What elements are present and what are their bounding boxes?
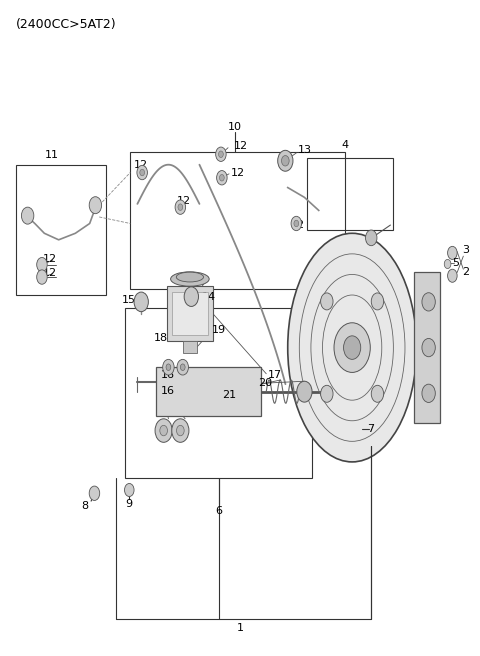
Text: 16: 16 — [161, 386, 175, 396]
Ellipse shape — [170, 272, 209, 286]
Text: (2400CC>5AT2): (2400CC>5AT2) — [16, 18, 116, 31]
Text: 12: 12 — [177, 196, 191, 206]
Circle shape — [422, 384, 435, 403]
Text: 12: 12 — [43, 255, 57, 264]
Circle shape — [321, 385, 333, 402]
Circle shape — [365, 230, 377, 246]
Text: 12: 12 — [43, 268, 57, 278]
Text: 3: 3 — [462, 245, 469, 255]
Circle shape — [184, 287, 199, 306]
Circle shape — [371, 385, 384, 402]
Circle shape — [134, 292, 148, 312]
Circle shape — [216, 171, 227, 185]
Circle shape — [137, 165, 147, 180]
Circle shape — [36, 270, 47, 284]
Text: 7: 7 — [367, 424, 374, 434]
Bar — [130, 152, 345, 289]
Text: 14: 14 — [202, 292, 216, 302]
Circle shape — [321, 293, 333, 310]
Text: 15: 15 — [122, 295, 136, 305]
Circle shape — [89, 197, 102, 214]
Circle shape — [175, 200, 186, 215]
Text: 10: 10 — [228, 122, 242, 132]
Circle shape — [177, 359, 189, 375]
Text: 4: 4 — [341, 140, 348, 150]
Circle shape — [22, 207, 34, 224]
Bar — [183, 341, 197, 353]
Bar — [414, 272, 441, 422]
Text: 18: 18 — [153, 333, 168, 344]
Text: 19: 19 — [212, 325, 227, 335]
Text: 13: 13 — [298, 146, 312, 155]
Bar — [16, 165, 107, 295]
Bar — [167, 285, 213, 341]
Circle shape — [447, 269, 457, 282]
Circle shape — [163, 359, 174, 375]
Ellipse shape — [288, 234, 417, 462]
Circle shape — [140, 169, 144, 176]
Circle shape — [218, 151, 223, 157]
Circle shape — [297, 381, 312, 402]
Text: 8: 8 — [82, 501, 89, 510]
Circle shape — [278, 150, 293, 171]
Circle shape — [166, 364, 171, 371]
Bar — [156, 367, 262, 416]
Circle shape — [281, 155, 289, 166]
Circle shape — [172, 419, 189, 442]
Circle shape — [177, 425, 184, 436]
Text: 12: 12 — [230, 167, 245, 178]
Text: 11: 11 — [45, 150, 59, 160]
Bar — [307, 158, 393, 230]
Circle shape — [447, 247, 457, 259]
Text: 12: 12 — [234, 142, 248, 152]
Circle shape — [36, 257, 47, 272]
Ellipse shape — [176, 272, 204, 282]
Circle shape — [294, 220, 299, 227]
Circle shape — [160, 425, 168, 436]
Circle shape — [124, 483, 134, 497]
Text: 20: 20 — [258, 378, 272, 388]
Text: 6: 6 — [215, 506, 222, 516]
Text: 16: 16 — [161, 370, 175, 380]
Text: 17: 17 — [268, 370, 282, 380]
Text: 1: 1 — [237, 623, 243, 634]
Circle shape — [180, 364, 185, 371]
Text: 9: 9 — [126, 499, 133, 509]
Text: 21: 21 — [222, 390, 236, 400]
Text: 12: 12 — [134, 159, 148, 170]
Text: 12: 12 — [291, 220, 305, 230]
Circle shape — [422, 293, 435, 311]
Circle shape — [89, 486, 100, 501]
Circle shape — [178, 204, 183, 211]
Text: 2: 2 — [462, 268, 469, 277]
Circle shape — [291, 216, 301, 231]
Circle shape — [219, 174, 224, 181]
Bar — [172, 292, 208, 335]
Bar — [125, 308, 312, 478]
Circle shape — [216, 147, 226, 161]
Text: 5: 5 — [452, 258, 459, 268]
Circle shape — [422, 338, 435, 357]
Circle shape — [155, 419, 172, 442]
Circle shape — [444, 259, 451, 268]
Circle shape — [371, 293, 384, 310]
Circle shape — [334, 323, 370, 373]
Circle shape — [344, 336, 361, 359]
